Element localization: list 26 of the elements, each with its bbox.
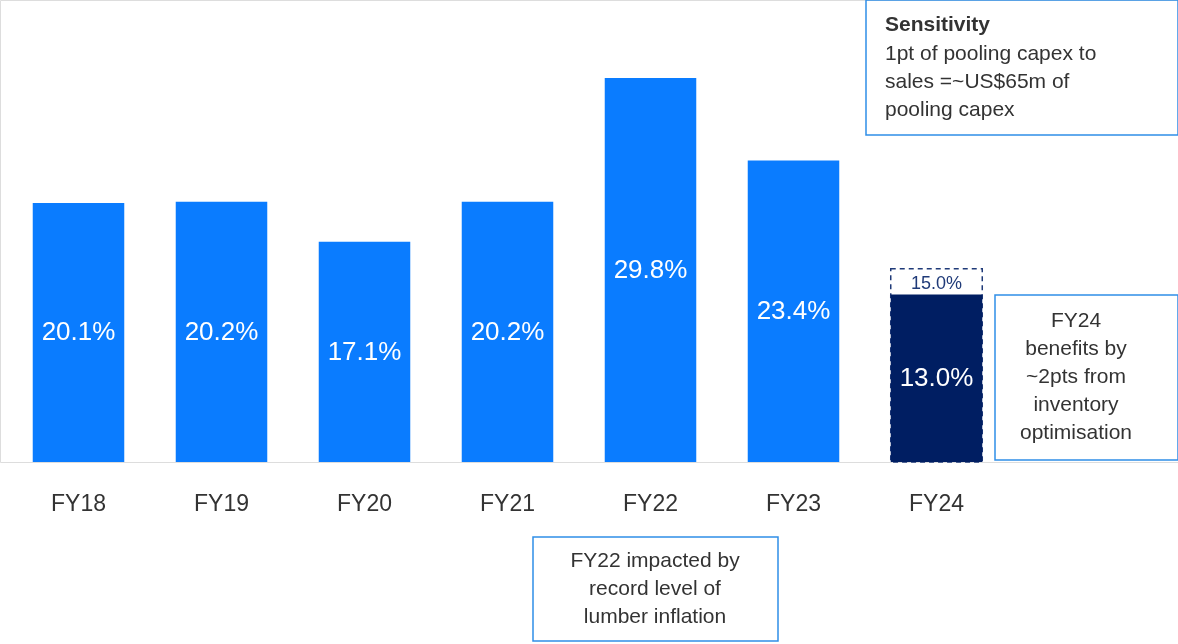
annotation: 1pt of pooling capex to sales =~US$65m of pooling capex xyxy=(885,41,1097,120)
x-tick-label: FY23 xyxy=(766,489,821,516)
bar xyxy=(747,160,840,462)
data-label: 23.4% xyxy=(756,295,831,326)
data-label: 20.1% xyxy=(41,316,116,347)
text: FY22 impacted by record level of lumber inflation xyxy=(570,548,741,627)
data-label: 17.1% xyxy=(327,335,402,366)
bar xyxy=(175,201,268,462)
x-tick-label: FY18 xyxy=(51,489,106,516)
bar xyxy=(890,294,983,462)
data-label: 29.8% xyxy=(613,254,688,284)
data-label: 13.0% xyxy=(899,362,974,393)
text: FY24 benefits by ~2pts from inventory optimisation xyxy=(1019,308,1133,443)
x-tick-label: FY22 xyxy=(623,489,678,516)
bar xyxy=(32,202,125,462)
x-tick-label: FY19 xyxy=(194,489,249,516)
bar xyxy=(604,78,697,462)
data-label: 15.0% xyxy=(910,272,963,293)
x-tick-label: FY20 xyxy=(337,489,392,516)
data-label: 20.2% xyxy=(184,315,259,346)
data-label: 20.2% xyxy=(470,315,545,346)
x-tick-label: FY24 xyxy=(909,489,965,516)
bar xyxy=(318,241,411,462)
x-tick-label: FY21 xyxy=(480,489,535,516)
text: Sensitivity xyxy=(885,12,991,35)
bar xyxy=(461,201,554,462)
